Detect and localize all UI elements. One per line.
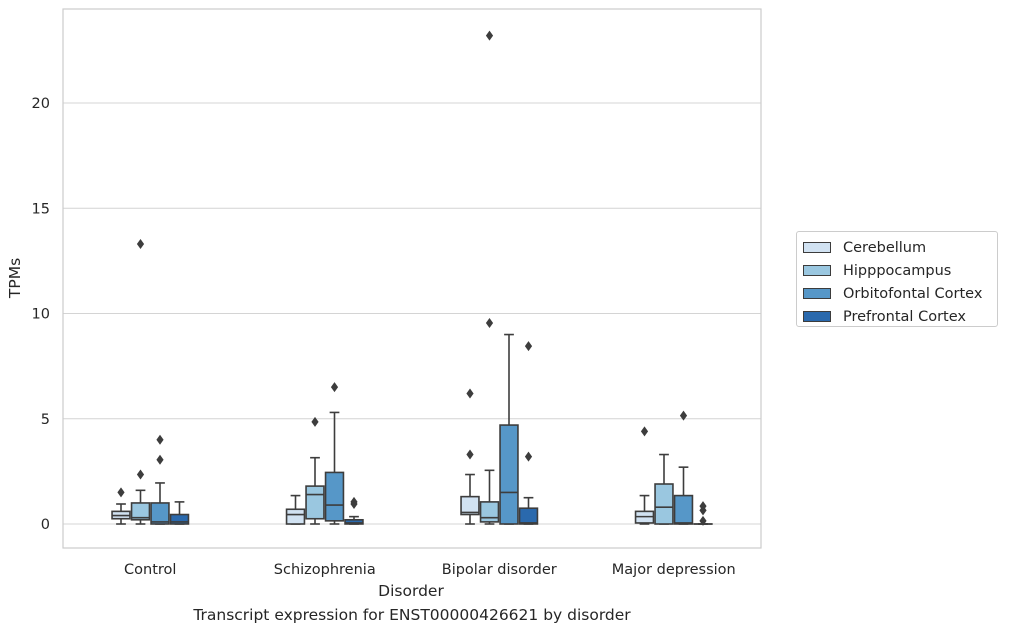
box-prefrontal-cortex <box>518 341 539 525</box>
box-series <box>111 30 713 526</box>
outlier-point <box>136 469 145 480</box>
outlier-point <box>466 388 474 399</box>
x-tick-label: Schizophrenia <box>274 562 376 578</box>
box-hipppocampus <box>130 239 151 525</box>
outlier-point <box>485 30 494 41</box>
iqr-box <box>479 501 500 523</box>
box-orbitofontal-cortex <box>499 333 519 525</box>
y-tick-label: 0 <box>41 517 50 533</box>
legend: Cerebellum Hipppocampus Orbitofontal Corte… <box>796 231 998 327</box>
iqr-box <box>344 518 364 525</box>
outlier-point <box>524 451 533 462</box>
y-tick-label: 15 <box>32 201 50 217</box>
x-tick-label: Major depression <box>612 562 736 578</box>
y-axis-label: TPMs <box>6 258 24 299</box>
box-hipppocampus <box>479 30 500 525</box>
legend-item: Cerebellum <box>797 236 997 259</box>
box-hipppocampus <box>654 453 674 525</box>
iqr-box <box>654 483 674 525</box>
legend-item: Hipppocampus <box>797 259 997 282</box>
outlier-point <box>485 317 494 328</box>
iqr-box <box>130 502 151 521</box>
legend-label: Orbitofontal Cortex <box>843 285 983 302</box>
outlier-point <box>524 341 533 352</box>
box-orbitofontal-cortex <box>673 410 694 525</box>
iqr-box <box>499 424 519 525</box>
iqr-box <box>150 502 170 525</box>
box-prefrontal-cortex <box>344 496 364 525</box>
iqr-box <box>324 471 345 522</box>
y-tick-label: 10 <box>32 307 50 323</box>
legend-swatch <box>803 242 831 253</box>
outlier-point <box>466 449 474 460</box>
chart-caption: Transcript expression for ENST0000042662… <box>193 606 631 624</box>
box-cerebellum <box>111 487 131 525</box>
x-tick-label: Bipolar disorder <box>442 562 557 578</box>
legend-swatch <box>803 311 831 322</box>
box-prefrontal-cortex <box>693 501 713 526</box>
outlier-point <box>156 434 164 445</box>
outlier-point <box>117 487 125 498</box>
outlier-point <box>350 496 358 507</box>
gridlines <box>63 102 761 525</box>
outlier-point <box>679 410 688 421</box>
legend-label: Cerebellum <box>843 239 927 256</box>
y-tick-label: 20 <box>32 96 50 112</box>
outlier-point <box>640 426 649 437</box>
box-hipppocampus <box>305 416 325 525</box>
tick-labels: 0 5 10 15 20 Control Schizophrenia Bipolar diso… <box>32 96 736 578</box>
outlier-point <box>699 515 707 526</box>
outlier-point <box>136 239 145 250</box>
box-cerebellum <box>460 388 480 525</box>
legend-item: Orbitofontal Cortex <box>797 282 997 305</box>
y-tick-label: 5 <box>41 412 50 428</box>
iqr-box <box>518 507 539 525</box>
box-orbitofontal-cortex <box>150 434 170 525</box>
legend-item: Prefrontal Cortex <box>797 305 997 328</box>
iqr-box <box>460 495 480 516</box>
legend-label: Hipppocampus <box>843 262 952 279</box>
box-cerebellum <box>285 494 306 525</box>
x-tick-label: Control <box>124 562 176 578</box>
outlier-point <box>330 382 339 393</box>
iqr-box <box>673 494 694 525</box>
plot-frame <box>62 8 762 549</box>
legend-swatch <box>803 265 831 276</box>
legend-swatch <box>803 288 831 299</box>
x-axis-label: Disorder <box>378 582 444 600</box>
outlier-point <box>311 416 319 427</box>
iqr-box <box>169 513 190 525</box>
outlier-point <box>156 454 164 465</box>
iqr-box <box>285 508 306 525</box>
outlier-point <box>699 501 707 512</box>
legend-label: Prefrontal Cortex <box>843 308 966 325</box>
box-orbitofontal-cortex <box>324 382 345 525</box>
box-cerebellum <box>634 426 655 525</box>
iqr-box <box>305 485 325 520</box>
box-prefrontal-cortex <box>169 501 190 525</box>
